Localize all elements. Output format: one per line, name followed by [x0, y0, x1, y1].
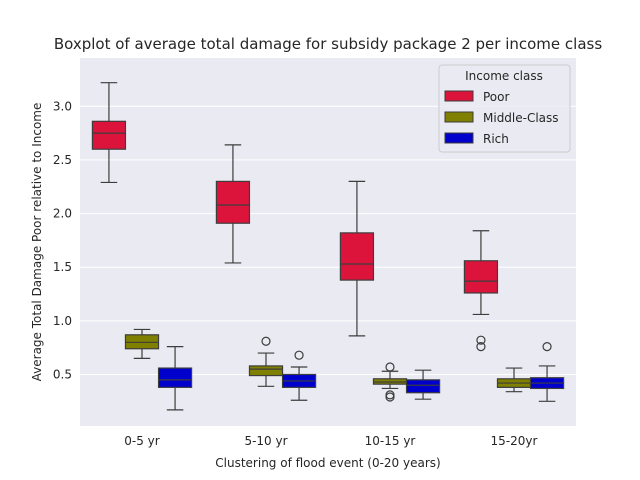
- outlier-point: [261, 336, 271, 346]
- box-iqr: [91, 120, 127, 150]
- y-tick-label: 1.5: [53, 260, 72, 274]
- outlier-point: [294, 350, 304, 360]
- box-group: [529, 342, 565, 402]
- box-iqr: [215, 180, 251, 224]
- y-tick-label: 1.0: [53, 314, 72, 328]
- y-tick-label: 2.0: [53, 207, 72, 221]
- legend-swatch: [444, 132, 474, 144]
- legend: Income class Poor Middle-Class Rich: [438, 64, 571, 153]
- boxes-layer: [91, 82, 565, 411]
- legend-label: Middle-Class: [483, 111, 559, 125]
- outlier-point: [542, 342, 552, 352]
- box-group: [463, 230, 499, 352]
- y-axis-label: Average Total Damage Poor relative to In…: [30, 103, 44, 382]
- box-group: [372, 362, 408, 402]
- box-iqr: [405, 379, 441, 394]
- tick-labels: 0.5 1.0 1.5 2.0 2.5 3.0 0-5 yr 5-10 yr 10-15 yr 1…: [53, 99, 538, 448]
- outlier-point: [385, 362, 395, 372]
- x-tick-label: 15-20yr: [491, 434, 538, 448]
- outlier-point: [476, 342, 486, 352]
- box-group: [157, 346, 193, 411]
- box-group: [248, 336, 284, 387]
- box-group: [215, 144, 251, 264]
- legend-swatch: [444, 111, 474, 123]
- box-group: [405, 369, 441, 400]
- outlier-point: [385, 392, 395, 402]
- legend-label: Poor: [483, 90, 509, 104]
- box-iqr: [463, 260, 499, 294]
- box-group: [91, 82, 127, 184]
- x-tick-label: 10-15 yr: [365, 434, 416, 448]
- box-group: [124, 328, 160, 360]
- box-group: [339, 180, 375, 337]
- legend-label: Rich: [483, 132, 509, 146]
- outlier-point: [476, 335, 486, 345]
- box-iqr: [248, 365, 284, 377]
- box-group: [281, 350, 317, 401]
- chart-title: Boxplot of average total damage for subs…: [54, 35, 603, 53]
- x-axis-label: Clustering of flood event (0-20 years): [215, 456, 440, 470]
- y-tick-label: 0.5: [53, 368, 72, 382]
- legend-frame: [438, 64, 571, 153]
- box-iqr: [157, 367, 193, 388]
- x-tick-label: 5-10 yr: [244, 434, 287, 448]
- box-iqr: [339, 232, 375, 281]
- y-tick-label: 3.0: [53, 99, 72, 113]
- y-tick-label: 2.5: [53, 153, 72, 167]
- legend-title: Income class: [465, 69, 543, 83]
- legend-swatch: [444, 90, 474, 102]
- x-tick-label: 0-5 yr: [124, 434, 160, 448]
